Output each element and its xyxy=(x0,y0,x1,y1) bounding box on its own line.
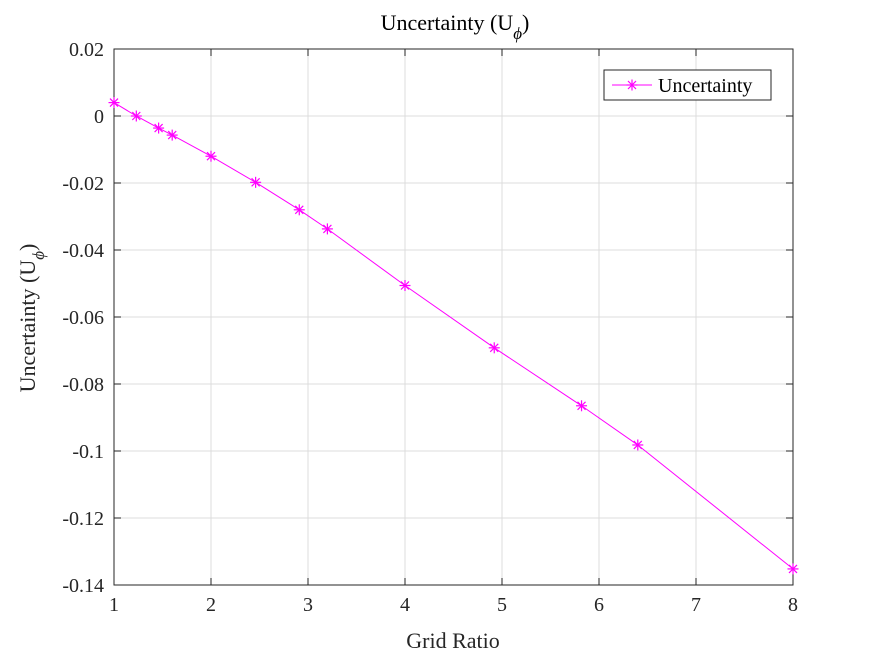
x-tick-label: 8 xyxy=(788,594,798,616)
chart-title: Uncertainty (Uϕ) xyxy=(381,10,530,43)
data-point xyxy=(488,342,500,354)
y-tick-label: -0.14 xyxy=(62,575,104,597)
x-tick-label: 5 xyxy=(497,594,507,616)
data-point xyxy=(108,97,120,109)
marker-stroke xyxy=(167,130,177,140)
data-point xyxy=(576,400,588,412)
marker-stroke xyxy=(627,80,637,90)
y-axis-label: Uncertainty (Uϕ) xyxy=(15,244,48,393)
legend-label: Uncertainty xyxy=(658,75,752,97)
legend: Uncertainty xyxy=(603,69,772,101)
x-tick-label: 6 xyxy=(594,594,604,616)
x-tick-label: 2 xyxy=(206,594,216,616)
grid xyxy=(114,49,793,585)
y-tick-label: 0 xyxy=(94,106,104,128)
y-tick-label: 0.02 xyxy=(69,39,104,61)
marker-stroke xyxy=(131,111,141,121)
x-axis-label: Grid Ratio xyxy=(406,628,500,653)
marker-stroke xyxy=(577,401,586,411)
marker-stroke xyxy=(206,151,216,161)
legend-marker xyxy=(626,79,638,91)
marker-stroke xyxy=(154,123,164,133)
data-point xyxy=(321,223,333,235)
data-point xyxy=(293,204,305,216)
y-tick-label: -0.04 xyxy=(62,240,104,262)
marker-stroke xyxy=(788,564,798,574)
marker-stroke xyxy=(633,440,643,450)
data-point xyxy=(250,176,262,188)
y-tick-label: -0.12 xyxy=(62,508,104,530)
x-tick-label: 7 xyxy=(691,594,701,616)
data-point xyxy=(787,563,799,575)
data-point xyxy=(166,129,178,141)
x-tick-label: 4 xyxy=(400,594,410,616)
y-tick-label: -0.06 xyxy=(62,307,104,329)
marker-stroke xyxy=(322,224,332,234)
y-tick-label: -0.1 xyxy=(72,441,104,463)
data-point xyxy=(130,110,142,122)
data-point xyxy=(205,150,217,162)
marker-stroke xyxy=(251,177,261,187)
axes xyxy=(113,48,794,586)
marker-stroke xyxy=(400,281,410,290)
x-tick-label: 3 xyxy=(303,594,313,616)
y-tick-label: -0.02 xyxy=(62,173,104,195)
data-point xyxy=(632,439,644,451)
tick-labels: 1 2 3 4 5 6 7 8 0.02 0 -0.02 -0.04 -0.06 -0.08 -0.1 -0.… xyxy=(62,39,798,616)
marker-stroke xyxy=(109,98,119,108)
x-tick-label: 1 xyxy=(109,594,119,616)
series xyxy=(108,97,799,575)
data-point xyxy=(153,122,165,134)
data-point xyxy=(399,280,411,292)
marker-stroke xyxy=(294,205,304,215)
legend-asterisk xyxy=(626,79,638,91)
marker-stroke xyxy=(489,343,499,353)
y-tick-label: -0.08 xyxy=(62,374,104,396)
